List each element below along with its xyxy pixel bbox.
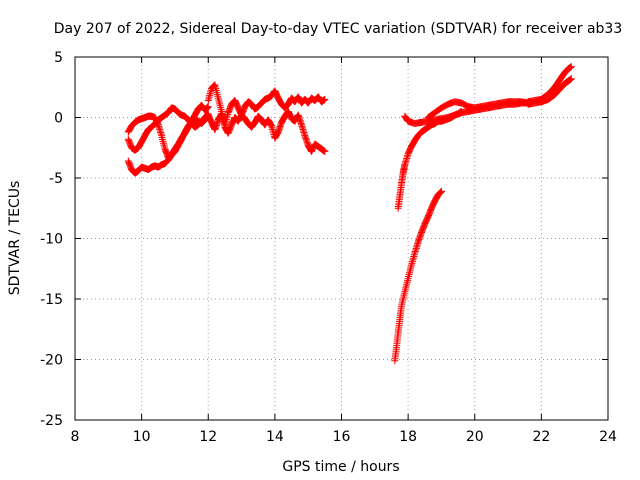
y-tick-label: -15 bbox=[40, 292, 63, 308]
y-tick-label: 5 bbox=[54, 50, 63, 66]
x-axis-label: GPS time / hours bbox=[282, 459, 399, 475]
x-tick-label: 14 bbox=[266, 429, 284, 445]
x-tick-label: 18 bbox=[399, 429, 417, 445]
x-tick-label: 22 bbox=[532, 429, 550, 445]
y-axis-label: SDTVAR / TECUs bbox=[7, 181, 23, 296]
data-point bbox=[567, 75, 575, 83]
series-late-evening-lower bbox=[524, 75, 575, 108]
axis-ticks: 8 10 12 14 16 18 20 22 24 -25 -20 -15 -10 -5 0 5 bbox=[40, 50, 617, 445]
series-upper-morning-loop bbox=[124, 101, 212, 161]
data-point bbox=[567, 63, 575, 71]
x-tick-label: 16 bbox=[333, 429, 351, 445]
chart-title: Day 207 of 2022, Sidereal Day-to-day VTE… bbox=[54, 21, 623, 37]
y-tick-label: -20 bbox=[40, 353, 63, 369]
x-tick-label: 20 bbox=[466, 429, 484, 445]
data-point bbox=[321, 147, 329, 155]
x-tick-label: 10 bbox=[133, 429, 151, 445]
x-tick-label: 12 bbox=[199, 429, 217, 445]
series-evening-band-upper bbox=[424, 98, 532, 121]
x-tick-label: 24 bbox=[599, 429, 617, 445]
data-point bbox=[437, 187, 445, 195]
data-point bbox=[321, 95, 329, 103]
series-steep-branch bbox=[391, 187, 445, 365]
data-point bbox=[204, 103, 212, 111]
y-tick-label: 0 bbox=[54, 111, 63, 127]
y-tick-label: -10 bbox=[40, 232, 63, 248]
x-tick-label: 8 bbox=[71, 429, 80, 445]
y-tick-label: -25 bbox=[40, 413, 63, 429]
series-midday-band-upper bbox=[204, 81, 329, 129]
series-midday-band-lower bbox=[204, 107, 329, 155]
data-series bbox=[124, 63, 575, 365]
series-middle-morning-loop bbox=[124, 104, 212, 154]
y-tick-label: -5 bbox=[49, 171, 63, 187]
